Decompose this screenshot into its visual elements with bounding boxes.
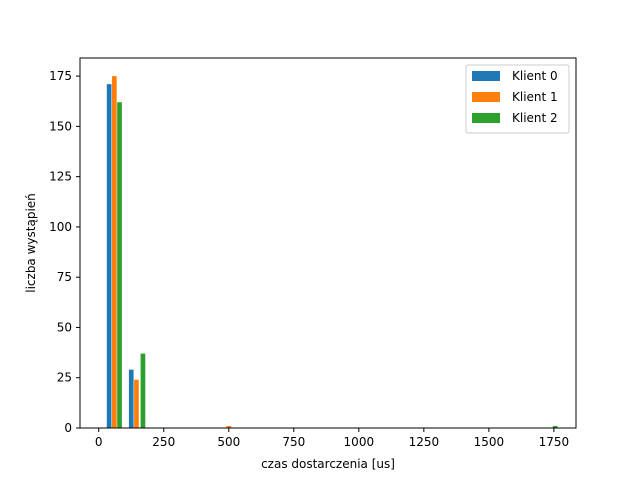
y-tick-label: 125 (49, 170, 72, 184)
y-tick-label: 150 (49, 119, 72, 133)
x-tick-label: 1250 (409, 435, 440, 449)
bars-group (106, 76, 558, 429)
legend-label: Klient 1 (512, 90, 558, 104)
x-axis-ticks: 0 250 500 750 1000 1250 1500 1750 (95, 428, 569, 449)
bar-klient-2-2 (552, 425, 558, 428)
y-axis-label: liczba wystąpień (24, 193, 38, 293)
bar-klient-0-1 (128, 369, 134, 428)
y-tick-label: 175 (49, 69, 72, 83)
y-tick-label: 75 (57, 270, 72, 284)
bar-klient-1-2 (226, 425, 232, 428)
y-tick-label: 25 (57, 371, 72, 385)
bar-klient-2-1 (140, 353, 146, 428)
y-axis-ticks: 0 25 50 75 100 125 150 175 (49, 69, 80, 435)
legend-label: Klient 0 (512, 69, 558, 83)
bar-klient-1-1 (134, 379, 139, 428)
bar-klient-2-0 (117, 102, 122, 428)
legend-swatch-klient-2 (472, 113, 500, 123)
bar-klient-1-0 (111, 76, 117, 428)
x-tick-label: 1500 (474, 435, 505, 449)
x-tick-label: 750 (282, 435, 305, 449)
x-tick-label: 250 (152, 435, 175, 449)
y-tick-label: 0 (64, 421, 72, 435)
legend-label: Klient 2 (512, 111, 558, 125)
y-tick-label: 100 (49, 220, 72, 234)
plot-frame (79, 57, 577, 429)
legend: Klient 0 Klient 1 Klient 2 (465, 64, 570, 134)
y-tick-label: 50 (57, 320, 72, 334)
x-tick-label: 1750 (539, 435, 570, 449)
bar-klient-0-0 (106, 84, 112, 429)
x-tick-label: 500 (217, 435, 240, 449)
x-tick-label: 0 (95, 435, 103, 449)
x-axis-label: czas dostarczenia [us] (261, 457, 395, 471)
x-tick-label: 1000 (344, 435, 375, 449)
legend-swatch-klient-0 (472, 71, 500, 81)
legend-swatch-klient-1 (472, 92, 500, 102)
